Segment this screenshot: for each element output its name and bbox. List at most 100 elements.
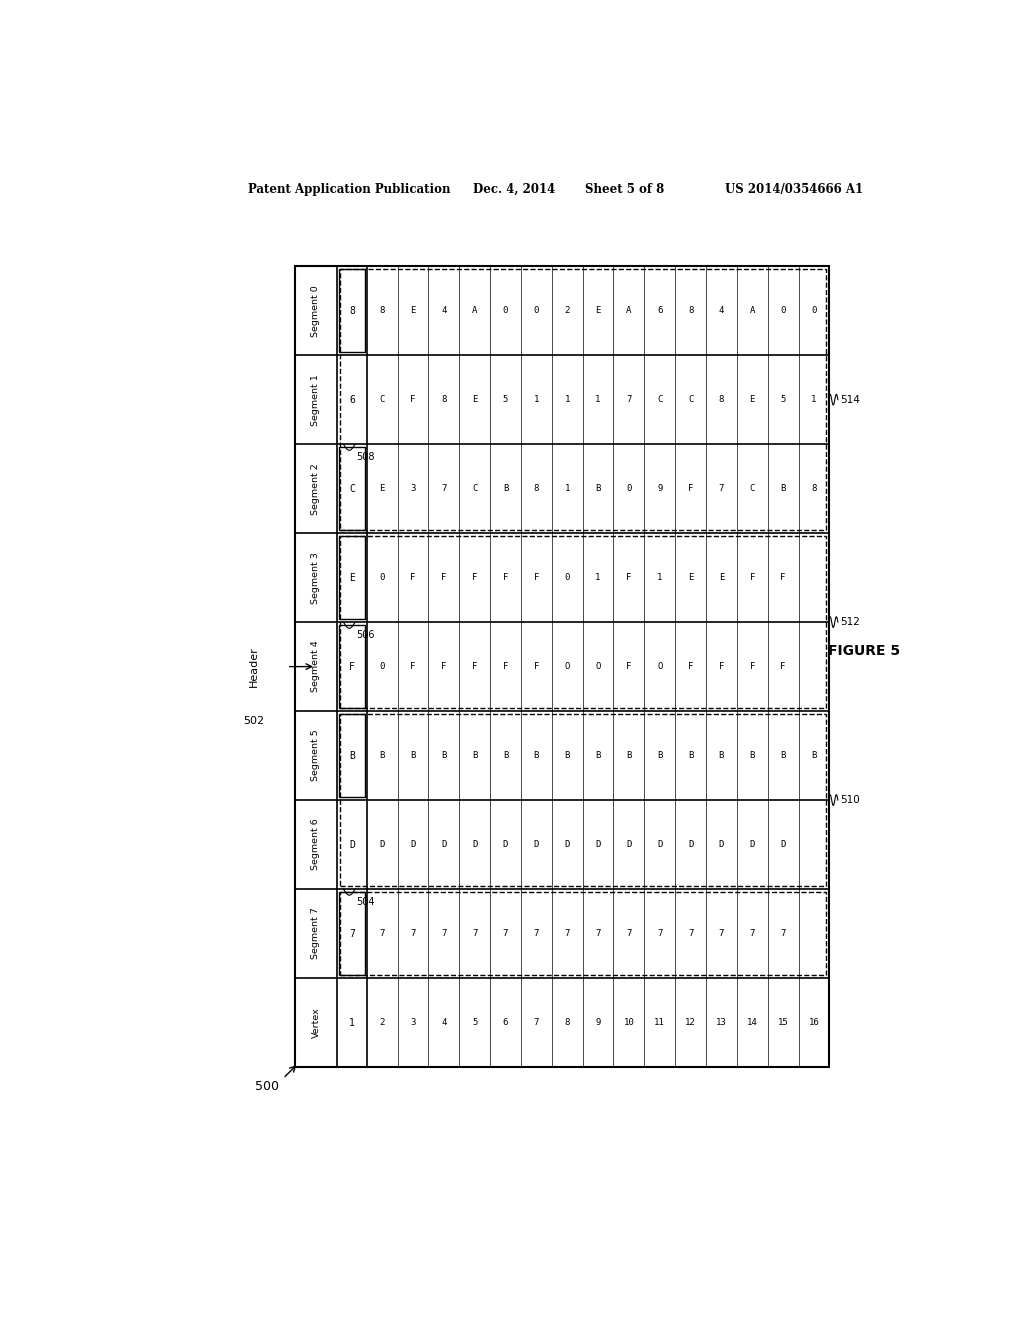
Text: Segment 7: Segment 7: [311, 908, 321, 960]
Text: 504: 504: [356, 896, 375, 907]
Text: B: B: [780, 484, 785, 494]
Text: E: E: [411, 306, 416, 315]
Text: B: B: [472, 751, 477, 760]
Text: E: E: [380, 484, 385, 494]
Text: Segment 2: Segment 2: [311, 463, 321, 515]
Text: 1: 1: [657, 573, 663, 582]
Text: 8: 8: [688, 306, 693, 315]
Text: E: E: [472, 395, 477, 404]
Text: 5: 5: [503, 395, 508, 404]
Text: C: C: [657, 395, 663, 404]
Text: B: B: [380, 751, 385, 760]
Text: C: C: [380, 395, 385, 404]
Text: 1: 1: [564, 484, 570, 494]
Text: 8: 8: [719, 395, 724, 404]
Text: 2: 2: [380, 1018, 385, 1027]
Text: F: F: [441, 573, 446, 582]
Text: 500: 500: [256, 1080, 280, 1093]
Text: 4: 4: [441, 306, 446, 315]
Text: F: F: [411, 395, 416, 404]
Text: Sheet 5 of 8: Sheet 5 of 8: [586, 182, 665, 195]
Text: F: F: [750, 663, 755, 671]
Text: 0: 0: [627, 484, 632, 494]
Text: 4: 4: [719, 306, 724, 315]
Text: C: C: [349, 483, 355, 494]
Text: D: D: [411, 840, 416, 849]
Text: 7: 7: [534, 929, 539, 939]
Text: Patent Application Publication: Patent Application Publication: [248, 182, 451, 195]
Bar: [339, 269, 366, 352]
Text: Segment 3: Segment 3: [311, 552, 321, 603]
Text: E: E: [688, 573, 693, 582]
Text: Dec. 4, 2014: Dec. 4, 2014: [473, 182, 555, 195]
Text: 7: 7: [411, 929, 416, 939]
Text: 7: 7: [472, 929, 477, 939]
Text: B: B: [595, 751, 601, 760]
Text: F: F: [411, 663, 416, 671]
Text: 502: 502: [243, 715, 264, 726]
Text: D: D: [595, 840, 601, 849]
Text: B: B: [564, 751, 570, 760]
Text: F: F: [503, 573, 508, 582]
Text: Segment 0: Segment 0: [311, 285, 321, 337]
Text: F: F: [411, 573, 416, 582]
Text: 0: 0: [534, 306, 539, 315]
Text: E: E: [349, 573, 355, 582]
Text: D: D: [750, 840, 755, 849]
Text: 0: 0: [811, 306, 816, 315]
Text: B: B: [503, 751, 508, 760]
Text: D: D: [657, 840, 663, 849]
Text: 7: 7: [627, 395, 632, 404]
Bar: [339, 892, 366, 975]
Text: D: D: [780, 840, 785, 849]
Text: 9: 9: [595, 1018, 601, 1027]
Text: B: B: [688, 751, 693, 760]
Text: F: F: [534, 663, 539, 671]
Text: A: A: [750, 306, 755, 315]
Bar: [340, 269, 826, 531]
Text: Segment 5: Segment 5: [311, 730, 321, 781]
Text: 7: 7: [564, 929, 570, 939]
Text: 8: 8: [380, 306, 385, 315]
Text: 8: 8: [534, 484, 539, 494]
Text: D: D: [349, 840, 355, 850]
Text: F: F: [780, 573, 785, 582]
Text: 7: 7: [780, 929, 785, 939]
Text: C: C: [472, 484, 477, 494]
Text: 508: 508: [356, 451, 375, 462]
Text: D: D: [503, 840, 508, 849]
Bar: [340, 892, 826, 975]
Text: 512: 512: [841, 618, 860, 627]
Text: 7: 7: [719, 484, 724, 494]
Text: F: F: [627, 663, 632, 671]
Text: F: F: [780, 663, 785, 671]
Text: B: B: [811, 751, 816, 760]
Text: D: D: [719, 840, 724, 849]
Text: 7: 7: [503, 929, 508, 939]
Text: A: A: [472, 306, 477, 315]
Text: F: F: [472, 663, 477, 671]
Text: B: B: [750, 751, 755, 760]
Text: F: F: [627, 573, 632, 582]
Text: US 2014/0354666 A1: US 2014/0354666 A1: [725, 182, 863, 195]
Bar: [339, 626, 366, 708]
Text: 7: 7: [441, 929, 446, 939]
Text: 15: 15: [778, 1018, 788, 1027]
Text: D: D: [472, 840, 477, 849]
Text: D: D: [688, 840, 693, 849]
Text: E: E: [750, 395, 755, 404]
Text: F: F: [349, 661, 355, 672]
Text: B: B: [595, 484, 601, 494]
Text: Segment 6: Segment 6: [311, 818, 321, 870]
Text: 16: 16: [809, 1018, 819, 1027]
Text: F: F: [688, 663, 693, 671]
Text: 7: 7: [627, 929, 632, 939]
Text: 1: 1: [811, 395, 816, 404]
Text: B: B: [503, 484, 508, 494]
Text: 5: 5: [780, 395, 785, 404]
Text: 9: 9: [657, 484, 663, 494]
Text: 510: 510: [841, 795, 860, 805]
Text: 4: 4: [441, 1018, 446, 1027]
Bar: [340, 714, 826, 886]
Text: 8: 8: [349, 306, 355, 315]
